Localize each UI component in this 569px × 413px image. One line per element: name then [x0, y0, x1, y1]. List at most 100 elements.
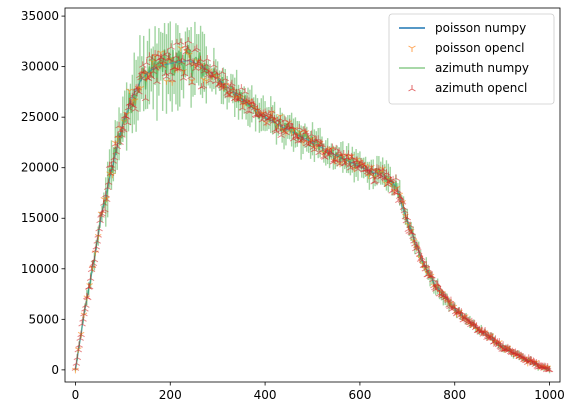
data-point [95, 224, 103, 232]
data-point [406, 221, 414, 228]
y-tick-label: 10000 [21, 262, 59, 276]
data-point [267, 107, 276, 114]
data-point [163, 79, 170, 85]
legend-swatch [408, 45, 416, 52]
data-point [210, 61, 218, 68]
x-tick-label: 200 [159, 388, 182, 402]
data-point [86, 274, 95, 281]
data-point [392, 174, 400, 181]
data-point [176, 38, 185, 45]
data-point [163, 48, 172, 56]
x-tick-label: 1000 [534, 388, 565, 402]
data-point [199, 82, 208, 89]
data-point [176, 64, 184, 72]
data-point [84, 293, 92, 301]
data-point [203, 55, 211, 62]
data-point [74, 345, 83, 353]
data-point [368, 165, 376, 173]
plot-area [71, 21, 554, 374]
data-point [418, 256, 427, 263]
data-point [72, 359, 81, 366]
data-point [110, 153, 119, 161]
data-point [188, 78, 196, 86]
data-point [137, 73, 145, 81]
data-point [85, 282, 94, 290]
data-point [202, 78, 210, 85]
data-point [318, 140, 326, 148]
data-point [302, 128, 310, 135]
data-point [315, 148, 323, 156]
data-point [94, 231, 102, 238]
data-point [178, 54, 187, 62]
data-point [120, 119, 128, 125]
series-azimuth-opencl [71, 37, 554, 373]
data-point [122, 113, 131, 120]
legend-label: azimuth opencl [435, 81, 527, 95]
data-point [103, 183, 112, 190]
y-tick-label: 0 [51, 363, 59, 377]
data-point [196, 55, 205, 63]
legend-swatch [408, 85, 416, 92]
data-point [93, 237, 101, 244]
data-point [142, 58, 151, 66]
data-point [71, 364, 80, 371]
data-point [495, 338, 504, 345]
data-point [139, 61, 147, 68]
x-tick-label: 800 [443, 388, 466, 402]
data-point [148, 54, 156, 61]
y-tick-label: 15000 [21, 211, 59, 225]
data-point [282, 128, 290, 136]
data-point [321, 153, 329, 160]
data-point [79, 315, 87, 322]
data-point [108, 165, 117, 172]
data-point [409, 232, 417, 240]
data-point [221, 74, 229, 82]
data-point [118, 131, 126, 138]
data-point [295, 123, 303, 131]
data-point [218, 68, 227, 75]
axes-frame [64, 7, 561, 383]
data-point [92, 243, 101, 250]
data-point [82, 301, 90, 308]
data-point [226, 91, 234, 98]
data-point [102, 195, 111, 202]
data-point [253, 104, 262, 112]
data-point [281, 115, 289, 123]
data-point [184, 37, 193, 44]
data-point [75, 341, 83, 348]
legend-box [388, 13, 555, 105]
data-point [202, 60, 211, 67]
data-point [228, 79, 236, 87]
data-point [346, 164, 355, 171]
legend-label: poisson opencl [435, 41, 524, 55]
data-point [141, 94, 150, 102]
data-point [398, 198, 407, 205]
data-point [147, 72, 156, 80]
data-point [77, 330, 85, 338]
data-point [73, 353, 82, 361]
y-tick-label: 25000 [21, 110, 59, 124]
data-point [131, 105, 139, 112]
data-point [131, 98, 139, 104]
data-point [299, 135, 307, 142]
data-point [102, 190, 110, 198]
data-point [151, 50, 159, 57]
data-point [126, 88, 133, 95]
data-point [152, 64, 160, 71]
data-point [425, 265, 433, 273]
data-point [166, 68, 174, 76]
data-point [153, 77, 161, 85]
x-tick-label: 600 [348, 388, 371, 402]
data-point [447, 296, 455, 304]
data-point [246, 107, 254, 114]
data-point [183, 44, 192, 51]
data-point [545, 365, 554, 373]
data-point [241, 87, 249, 95]
data-point [193, 44, 201, 51]
data-point [120, 125, 128, 133]
data-point [336, 161, 344, 168]
legend: poisson numpy poisson opencl azimuth numpy… [388, 13, 555, 105]
data-point [185, 52, 193, 59]
y-tick-label: 20000 [21, 161, 59, 175]
